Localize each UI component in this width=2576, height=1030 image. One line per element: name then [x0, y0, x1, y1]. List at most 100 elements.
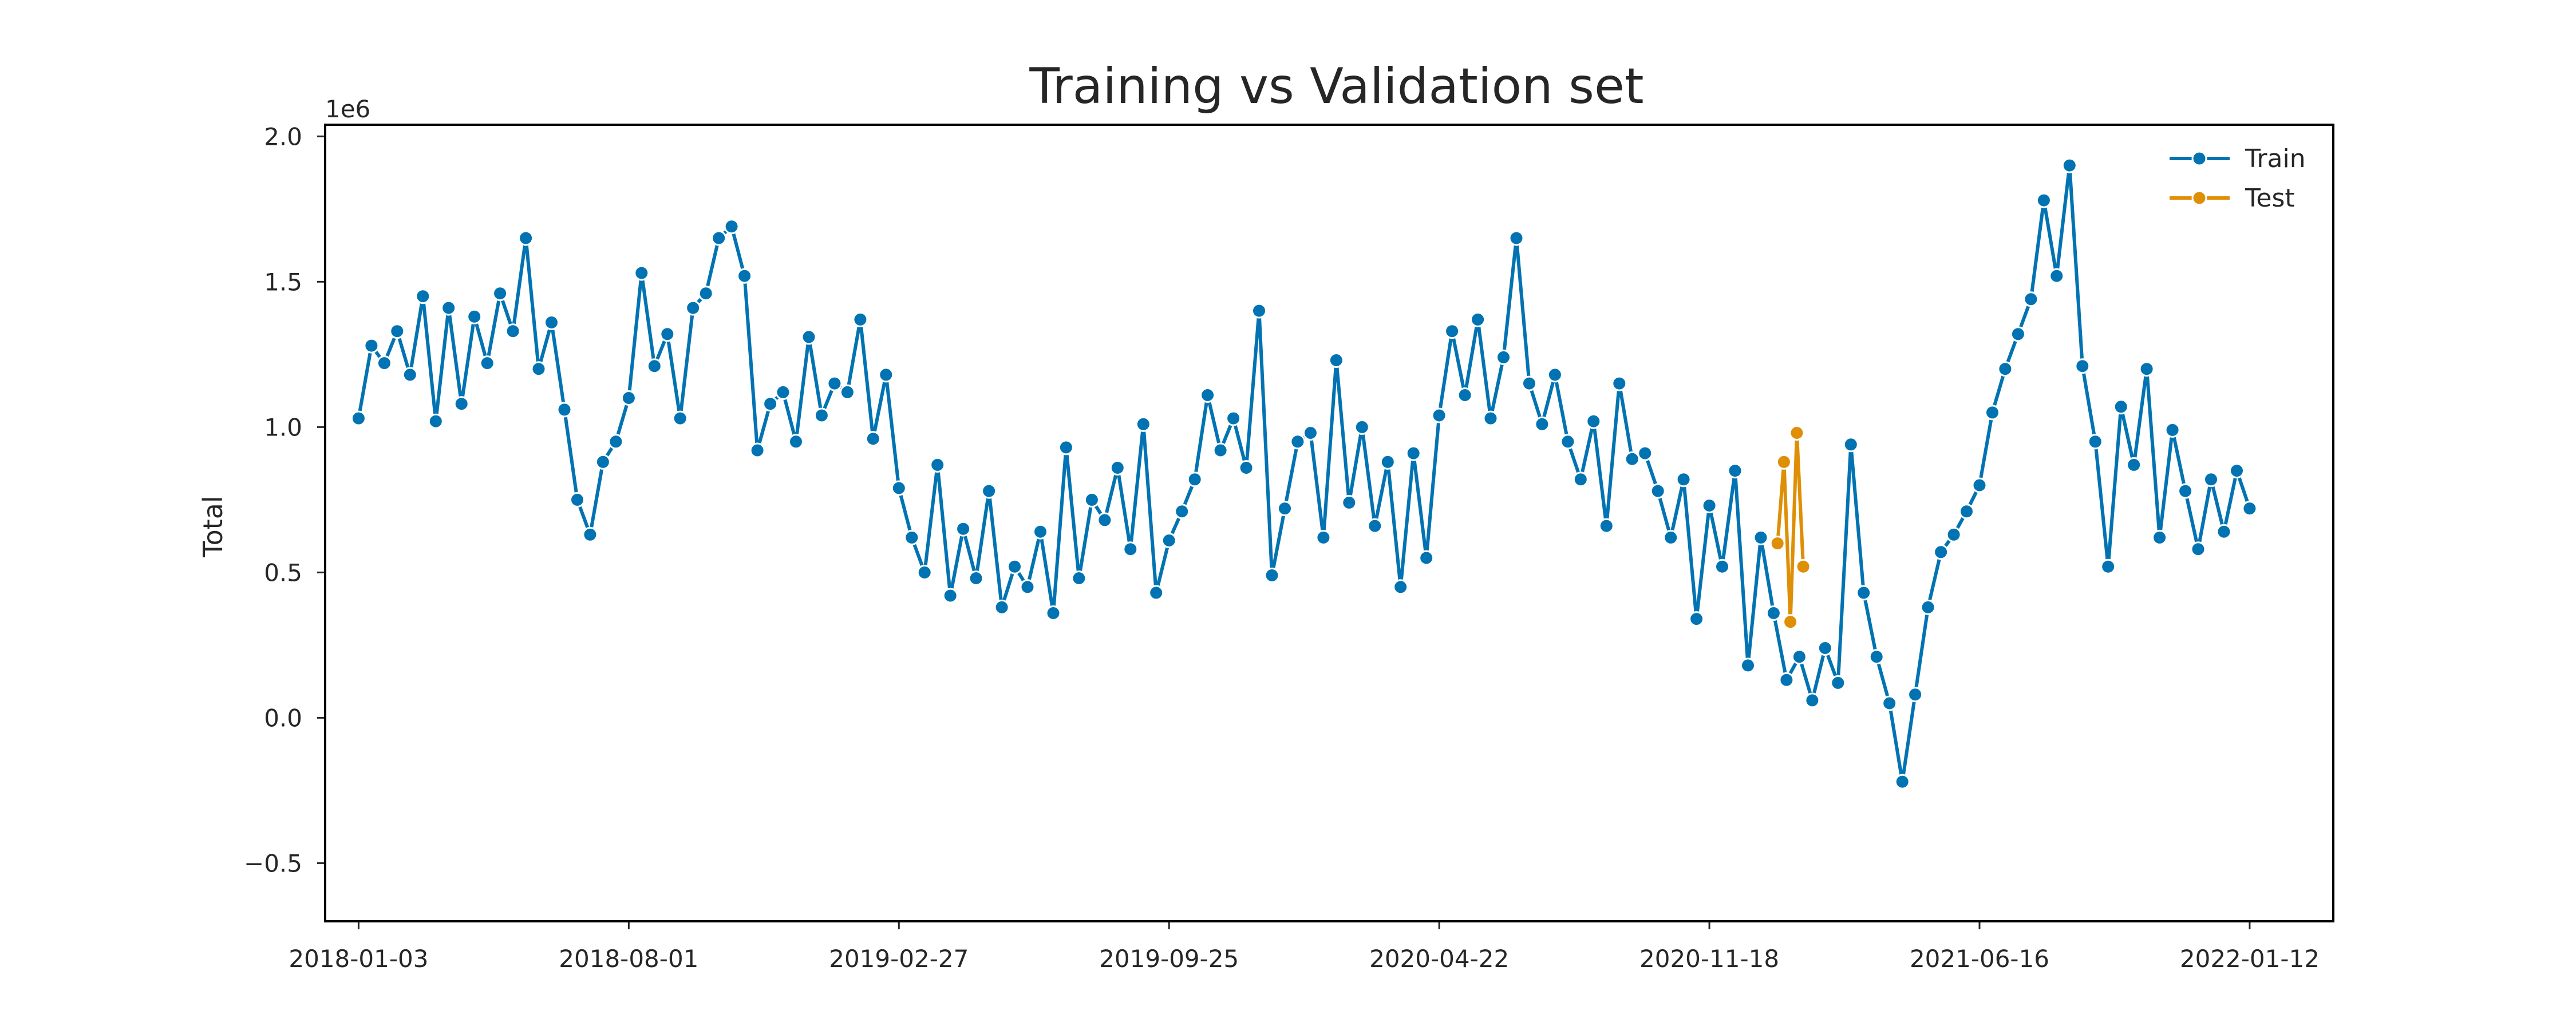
data-point-train — [646, 358, 662, 374]
x-tick-label: 2019-02-27 — [829, 945, 969, 973]
data-point-train — [1868, 649, 1884, 665]
data-point-train — [1174, 504, 1190, 520]
data-point-train — [1212, 442, 1228, 458]
data-point-train — [1534, 416, 1550, 432]
legend-label-train: Train — [2245, 144, 2306, 173]
data-point-train — [839, 384, 855, 400]
data-point-train — [1522, 375, 1537, 391]
data-point-train — [2023, 291, 2039, 307]
legend-item-test: Test — [2170, 184, 2295, 213]
data-point-train — [801, 329, 817, 345]
data-point-train — [865, 431, 881, 447]
data-point-train — [492, 286, 508, 302]
data-point-train — [1302, 425, 1318, 441]
y-tick-label: −0.5 — [244, 849, 302, 877]
x-tick-label: 2020-04-22 — [1369, 945, 1509, 973]
data-point-train — [2242, 501, 2258, 517]
data-point-train — [1560, 434, 1576, 450]
data-point-train — [955, 521, 971, 537]
y-tick-label: 1.0 — [264, 413, 302, 441]
data-point-train — [1856, 585, 1872, 601]
series-line-train — [357, 164, 2251, 784]
data-point-train — [1689, 611, 1705, 627]
data-point-train — [1405, 445, 1421, 461]
data-point-train — [2126, 457, 2142, 473]
data-point-train — [2061, 157, 2077, 173]
data-point-train — [582, 526, 598, 542]
data-point-train — [2087, 434, 2103, 450]
data-point-train — [1779, 672, 1795, 688]
data-point-train — [595, 454, 611, 470]
data-point-train — [2010, 326, 2026, 342]
data-point-train — [2139, 361, 2155, 377]
data-point-train — [1496, 349, 1511, 365]
data-point-train — [364, 338, 380, 354]
data-point-train — [1007, 558, 1022, 575]
data-point-train — [1740, 657, 1756, 674]
x-tick-label: 2018-01-03 — [289, 945, 428, 973]
data-point-train — [1765, 605, 1781, 621]
series-test — [1769, 425, 1811, 630]
data-point-train — [415, 288, 431, 304]
data-point-train — [1843, 437, 1859, 453]
data-point-train — [994, 599, 1010, 615]
data-point-train — [1817, 640, 1833, 656]
data-point-train — [1109, 460, 1125, 476]
data-point-train — [505, 323, 521, 339]
data-point-train — [1946, 526, 1962, 542]
data-point-test — [1795, 558, 1811, 575]
data-point-train — [1547, 367, 1563, 383]
x-tick-label: 2019-09-25 — [1099, 945, 1239, 973]
data-point-train — [1419, 550, 1435, 566]
data-point-train — [453, 396, 469, 412]
data-point-train — [813, 407, 829, 423]
data-point-train — [1804, 692, 1820, 708]
data-point-train — [1393, 579, 1409, 595]
data-point-train — [1123, 541, 1139, 557]
data-point-train — [711, 230, 727, 246]
data-point-train — [916, 564, 933, 580]
data-point-train — [2075, 358, 2091, 374]
data-point-train — [1676, 472, 1692, 488]
data-point-train — [1328, 352, 1344, 368]
data-point-train — [1097, 512, 1113, 528]
data-point-train — [1882, 695, 1898, 711]
data-point-train — [1277, 501, 1293, 517]
data-point-train — [1226, 410, 1242, 426]
data-point-train — [2190, 541, 2206, 557]
data-point-train — [1431, 407, 1447, 423]
data-point-train — [1380, 454, 1396, 470]
data-point-train — [531, 361, 547, 377]
data-point-train — [968, 571, 984, 586]
x-tick-label: 2022-01-12 — [2180, 945, 2320, 973]
data-point-train — [1959, 504, 1974, 520]
data-point-train — [1663, 529, 1679, 545]
data-point-train — [570, 492, 585, 508]
data-point-train — [1264, 567, 1280, 583]
data-point-train — [685, 300, 701, 316]
data-point-train — [659, 326, 675, 342]
data-point-train — [1714, 558, 1730, 575]
legend-label-test: Test — [2245, 184, 2295, 213]
data-point-train — [621, 390, 637, 406]
data-point-train — [878, 367, 894, 383]
y-tick-label: 1.5 — [264, 268, 302, 296]
data-point-train — [852, 311, 868, 327]
plot-frame — [324, 124, 2334, 922]
x-axis: 2018-01-03 2018-08-01 2019-02-27 2019-09-25… — [289, 921, 2320, 973]
data-point-train — [762, 396, 779, 412]
data-point-train — [2216, 524, 2232, 540]
data-point-train — [1033, 524, 1048, 540]
data-point-train — [1508, 230, 1524, 246]
data-point-train — [389, 323, 405, 339]
data-point-train — [1483, 410, 1499, 426]
data-point-test — [1789, 425, 1805, 441]
series-train — [350, 157, 2258, 790]
data-point-train — [775, 384, 791, 400]
data-point-train — [428, 413, 444, 429]
data-point-train — [1573, 472, 1589, 488]
data-point-train — [2229, 463, 2245, 479]
data-point-train — [2164, 422, 2180, 438]
data-point-train — [1997, 361, 2013, 377]
data-point-test — [1776, 454, 1792, 470]
